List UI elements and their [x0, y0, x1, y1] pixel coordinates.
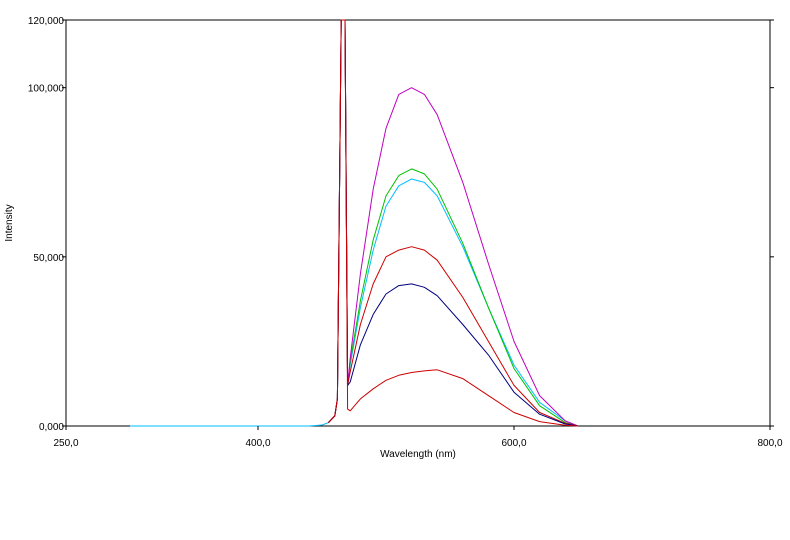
series-line-6	[328, 19, 579, 427]
plot-frame	[65, 19, 771, 427]
y-axis-title: Intensity	[4, 204, 15, 241]
y-tick-label: 0,000	[39, 422, 64, 433]
tick-layer: 250,0 400,0 600,0 800,0 0,000 50,000 100,000 12…	[28, 16, 783, 449]
x-tick-label: 400,0	[245, 438, 270, 449]
x-tick-label: 600,0	[501, 438, 526, 449]
y-tick-label: 50,000	[33, 253, 64, 264]
x-axis-title: Wavelength (nm)	[380, 449, 456, 460]
y-tick-label: 120,000	[28, 16, 65, 27]
x-tick-label: 800,0	[757, 438, 782, 449]
x-tick-label: 250,0	[53, 438, 78, 449]
y-tick-label: 100,000	[28, 84, 65, 95]
series-layer	[130, 19, 579, 427]
